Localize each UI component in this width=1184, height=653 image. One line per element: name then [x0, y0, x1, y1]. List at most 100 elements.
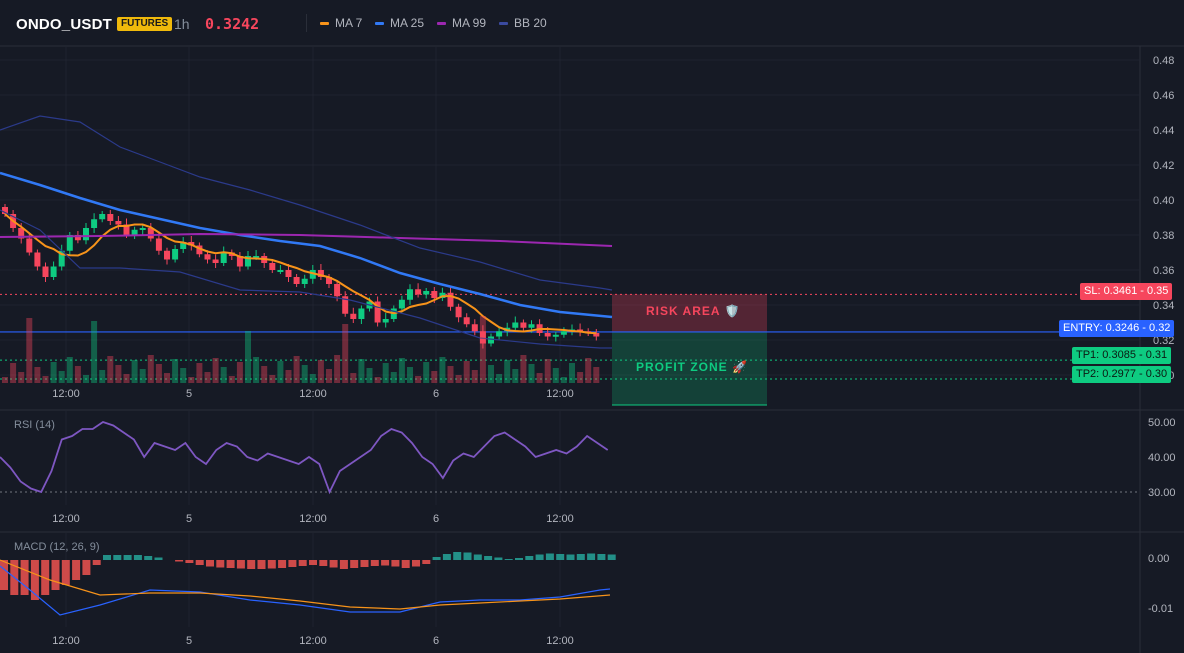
- tp1-axis-value: 0.31: [1145, 349, 1168, 361]
- macd-hist-bar: [515, 558, 523, 560]
- time-tick: 6: [433, 513, 439, 525]
- macd-hist-bar: [278, 560, 287, 568]
- entry-label-text: ENTRY: 0.3246: [1063, 322, 1140, 334]
- volume-bar: [350, 373, 357, 383]
- macd-hist-bar: [298, 560, 307, 566]
- candle-body: [544, 333, 551, 337]
- macd-hist-bar: [432, 557, 441, 560]
- volume-bar: [479, 316, 486, 383]
- time-tick: 12:00: [546, 388, 574, 400]
- candle-body: [277, 270, 284, 272]
- volume-bar: [26, 318, 33, 383]
- legend-ma25-label: MA 25: [390, 16, 425, 30]
- profit-zone: [612, 331, 767, 405]
- macd-hist-bar: [309, 560, 317, 565]
- volume-bar: [593, 367, 600, 383]
- volume-bar: [423, 362, 430, 383]
- futures-badge: FUTURES: [117, 17, 173, 31]
- symbol-name[interactable]: ONDO_USDT: [16, 16, 112, 33]
- macd-hist-bar: [587, 553, 596, 560]
- volume-bar: [496, 374, 503, 383]
- candle-body: [374, 301, 381, 323]
- entry-label: ENTRY: 0.3246 - 0.32: [1059, 320, 1175, 337]
- bb20-swatch: [499, 21, 508, 25]
- timeframe-selector[interactable]: 1h: [174, 16, 190, 32]
- candle-body: [560, 331, 567, 335]
- volume-bar: [269, 375, 276, 383]
- candle-body: [463, 317, 470, 325]
- header-divider: [306, 14, 307, 32]
- macd-hist-bar: [154, 557, 163, 560]
- macd-hist-bar: [422, 560, 431, 564]
- macd-hist-bar: [401, 560, 410, 568]
- legend-ma99-label: MA 99: [452, 16, 487, 30]
- volume-bar: [139, 369, 146, 383]
- volume-bar: [415, 376, 422, 383]
- macd-hist-bar: [92, 560, 101, 565]
- volume-bar: [471, 370, 478, 383]
- macd-hist-bar: [267, 560, 276, 569]
- price-tick: 0.48: [1153, 55, 1174, 67]
- price-tick: 0.38: [1153, 230, 1174, 242]
- candle-body: [131, 229, 138, 235]
- time-tick: 12:00: [52, 635, 80, 647]
- sl-axis-value: 0.35: [1147, 285, 1169, 297]
- volume-bar: [488, 365, 494, 383]
- entry-axis-value: 0.32: [1149, 322, 1171, 334]
- legend-ma25[interactable]: MA 25: [375, 16, 424, 30]
- volume-bar: [99, 370, 106, 383]
- macd-tick: -0.01: [1148, 603, 1173, 615]
- macd-hist-bar: [206, 560, 214, 567]
- candle-body: [107, 214, 114, 221]
- candle-body: [455, 306, 462, 318]
- candle-body: [147, 228, 154, 239]
- candle-body: [123, 224, 130, 235]
- candle-body: [180, 242, 187, 249]
- legend-ma99[interactable]: MA 99: [437, 16, 486, 30]
- macd-hist-bar: [463, 552, 472, 560]
- macd-hist-bar: [103, 555, 111, 560]
- legend-ma7[interactable]: MA 7: [320, 16, 362, 30]
- volume-bar: [398, 358, 405, 383]
- volume-bar: [439, 357, 446, 383]
- volume-bar: [115, 365, 122, 383]
- candle-body: [99, 214, 106, 220]
- candle-body: [415, 289, 422, 295]
- time-tick: 5: [186, 635, 192, 647]
- macd-hist-bar: [144, 556, 153, 560]
- price-tick: 0.40: [1153, 195, 1174, 207]
- candle-body: [34, 252, 41, 267]
- last-price: 0.3242: [205, 15, 260, 33]
- volume-bar: [504, 360, 511, 383]
- volume-bar: [123, 374, 130, 383]
- candle-body: [245, 256, 251, 267]
- macd-hist-bar: [72, 560, 81, 580]
- volume-bar: [83, 375, 89, 383]
- macd-hist-bar: [381, 560, 390, 566]
- candle-body: [115, 221, 122, 225]
- volume-bar: [74, 366, 81, 383]
- volume-bar: [317, 360, 324, 383]
- macd-hist-bar: [370, 560, 379, 566]
- candle-body: [488, 336, 494, 344]
- candle-body: [269, 263, 276, 270]
- volume-bar: [2, 377, 8, 383]
- rsi-title: RSI (14): [14, 419, 55, 431]
- legend-bb20[interactable]: BB 20: [499, 16, 547, 30]
- volume-bar: [50, 362, 57, 383]
- candle-body: [528, 324, 535, 328]
- macd-hist-bar: [257, 560, 266, 569]
- candle-body: [342, 296, 349, 314]
- bb-upper: [0, 115, 613, 291]
- candle-body: [431, 291, 438, 298]
- volume-bar: [228, 376, 235, 383]
- macd-hist-bar: [453, 552, 462, 560]
- candle-body: [220, 252, 227, 263]
- volume-bar: [382, 363, 389, 383]
- ma99-swatch: [437, 21, 446, 25]
- macd-hist-bar: [391, 560, 400, 567]
- candle-body: [91, 219, 98, 228]
- volume-bar: [285, 370, 292, 383]
- macd-hist-bar: [566, 554, 575, 560]
